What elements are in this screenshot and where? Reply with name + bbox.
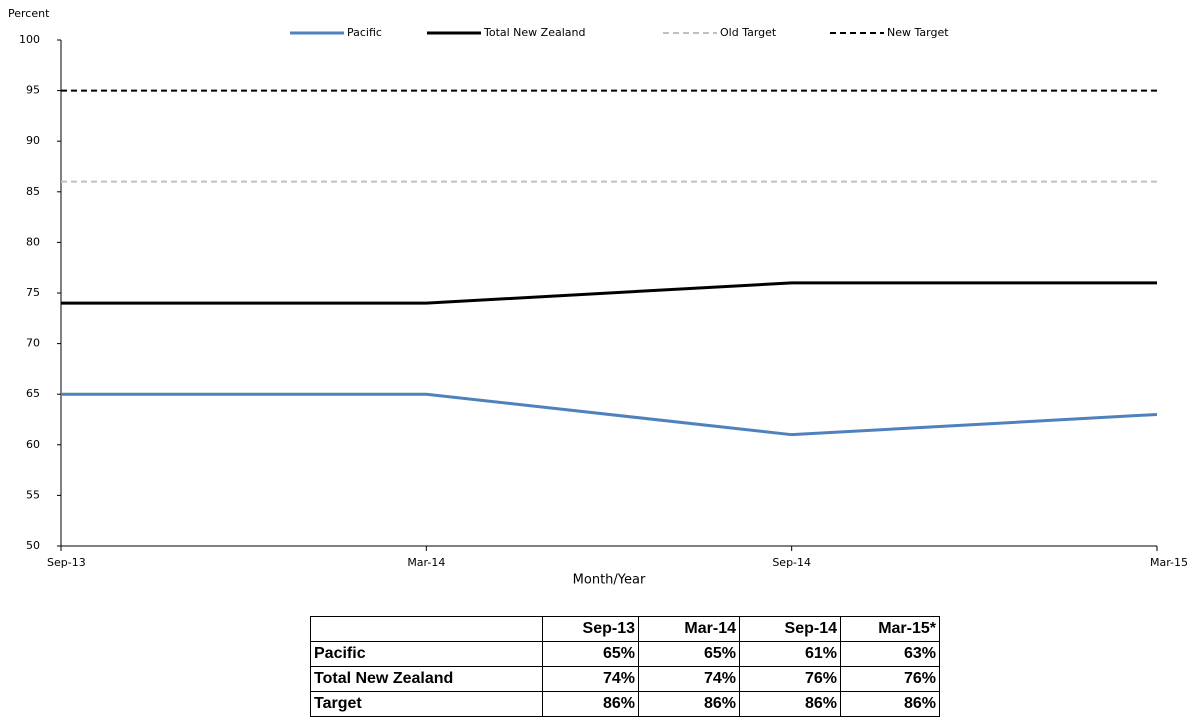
y-tick-label: 90: [26, 134, 40, 147]
series-line: [61, 281, 1157, 305]
y-tick-label: 95: [26, 84, 40, 97]
table-cell: 86%: [739, 691, 841, 717]
table-cell: 61%: [739, 641, 841, 667]
x-tick-label: Sep-14: [772, 556, 811, 569]
chart: Percent Month/Year 50 55 60 65 70 75 80 85 90 95 1…: [8, 7, 1188, 588]
legend-label: Pacific: [347, 26, 382, 39]
x-tick-label: Mar-14: [407, 556, 445, 569]
table-row: Total New Zealand 74% 74% 76% 76%: [310, 666, 940, 692]
x-tick-label: Mar-15: [1150, 556, 1188, 569]
y-tick-label: 60: [26, 438, 40, 451]
series-line: [61, 392, 1158, 437]
table-cell: 86%: [840, 691, 940, 717]
y-tick-label: 75: [26, 286, 40, 299]
row-header: Pacific: [310, 641, 543, 667]
x-axis-title: Month/Year: [573, 573, 646, 588]
table-row: Sep-13 Mar-14 Sep-14 Mar-15*: [310, 616, 940, 642]
y-tick-label: 55: [26, 488, 40, 501]
table-cell: 76%: [739, 666, 841, 692]
y-axis-title: Percent: [8, 7, 50, 20]
table-cell: 74%: [638, 666, 740, 692]
table-cell: 86%: [638, 691, 740, 717]
table-corner: [310, 616, 543, 642]
row-header: Target: [310, 691, 543, 717]
table-cell: 74%: [542, 666, 639, 692]
table-cell: 65%: [638, 641, 740, 667]
column-header: Sep-14: [739, 616, 841, 642]
y-tick-label: 70: [26, 337, 40, 350]
column-header: Sep-13: [542, 616, 639, 642]
legend-label: Total New Zealand: [483, 26, 585, 39]
y-tick-label: 65: [26, 387, 40, 400]
column-header: Mar-14: [638, 616, 740, 642]
x-tick-label: Sep-13: [47, 556, 86, 569]
data-table: Sep-13 Mar-14 Sep-14 Mar-15* Pacific 65% 65% 61…: [310, 616, 940, 717]
table-cell: 76%: [840, 666, 940, 692]
y-tick-label: 85: [26, 185, 40, 198]
table-cell: 63%: [840, 641, 940, 667]
y-tick-label: 80: [26, 235, 40, 248]
y-tick-label: 100: [19, 33, 40, 46]
row-header: Total New Zealand: [310, 666, 543, 692]
table-row: Target 86% 86% 86% 86%: [310, 691, 940, 717]
table-cell: 65%: [542, 641, 639, 667]
column-header: Mar-15*: [840, 616, 940, 642]
legend-label: Old Target: [720, 26, 777, 39]
legend-label: New Target: [887, 26, 949, 39]
table-row: Pacific 65% 65% 61% 63%: [310, 641, 940, 667]
table-cell: 86%: [542, 691, 639, 717]
y-tick-label: 50: [26, 539, 40, 552]
